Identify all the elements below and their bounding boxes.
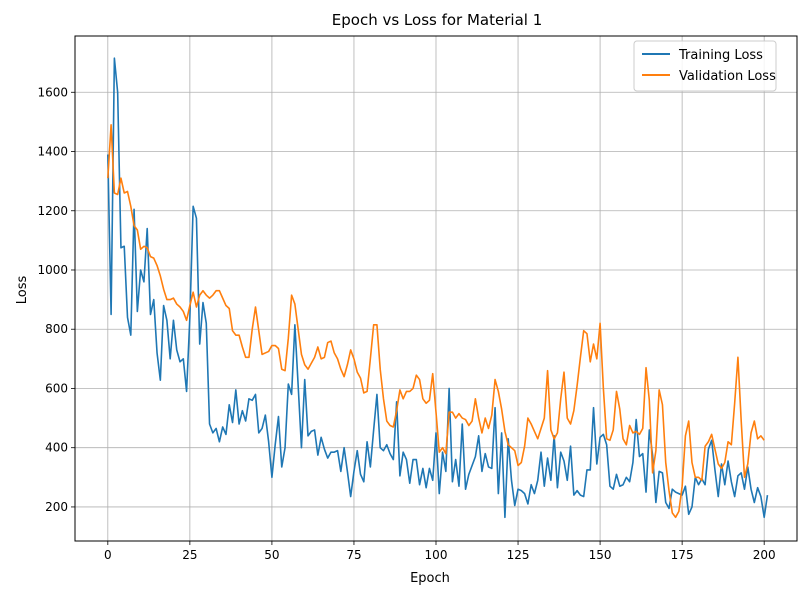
y-tick-label: 1000 — [37, 263, 68, 277]
x-tick-label: 175 — [671, 548, 694, 562]
y-tick-label: 1400 — [37, 145, 68, 159]
y-axis-label: Loss — [15, 276, 30, 305]
x-tick-label: 25 — [182, 548, 197, 562]
x-axis-label: Epoch — [410, 571, 450, 586]
series-line-validation-loss — [107, 124, 765, 519]
legend: Training Loss Validation Loss — [633, 40, 777, 92]
legend-label-training-loss: Training Loss — [678, 48, 763, 63]
x-tick-label: 100 — [425, 548, 448, 562]
y-tick-label: 400 — [45, 441, 68, 455]
legend-label-validation-loss: Validation Loss — [679, 69, 776, 84]
x-tick-label: 0 — [104, 548, 112, 562]
x-tick-label: 150 — [589, 548, 612, 562]
y-tick-label: 800 — [45, 322, 68, 336]
x-tick-label: 75 — [346, 548, 361, 562]
y-tick-label: 600 — [45, 381, 68, 395]
y-tick-label: 1600 — [37, 85, 68, 99]
series-line-training-loss — [107, 57, 769, 519]
chart-title: Epoch vs Loss for Material 1 — [332, 11, 542, 29]
series-lines — [107, 57, 769, 519]
y-tick-label: 1200 — [37, 204, 68, 218]
x-tick-label: 200 — [753, 548, 776, 562]
x-tick-label: 50 — [264, 548, 279, 562]
x-axis-ticks: 0 25 50 75 100 125 150 175 200 — [104, 541, 776, 562]
y-tick-label: 200 — [45, 500, 68, 514]
x-tick-label: 125 — [507, 548, 530, 562]
y-axis-ticks: 200 400 600 800 1000 1200 1400 1600 — [37, 85, 75, 514]
